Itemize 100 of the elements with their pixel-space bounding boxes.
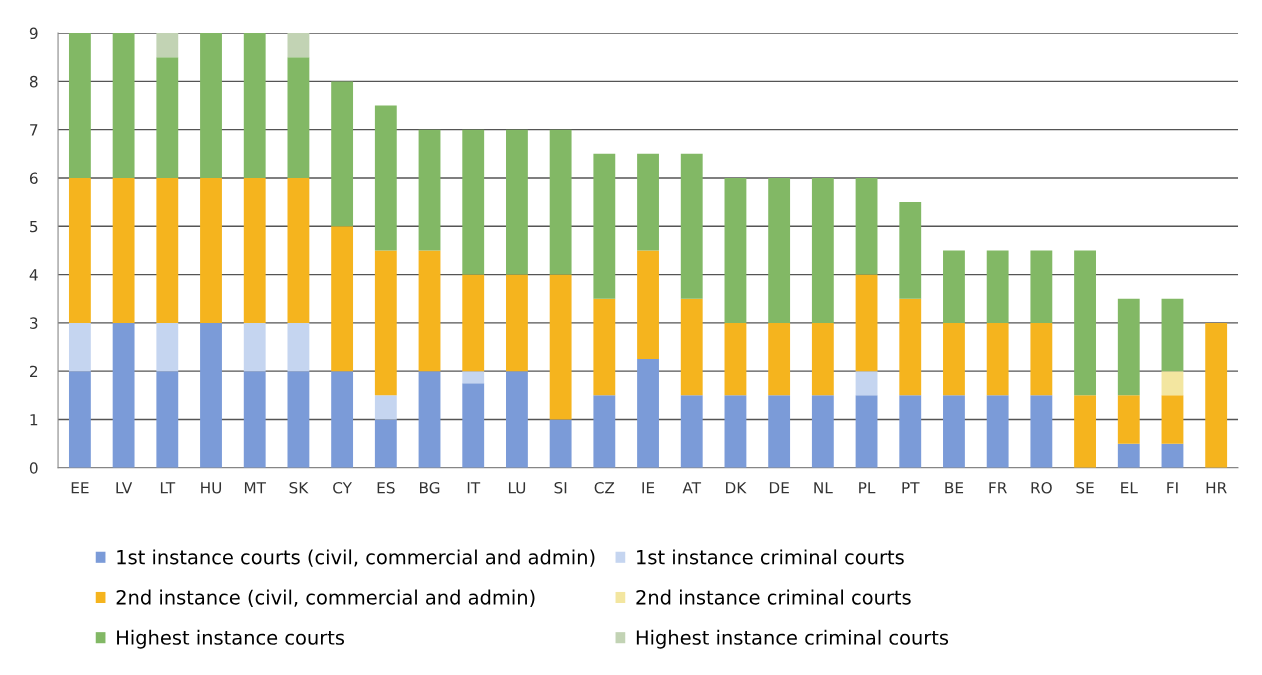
bar xyxy=(549,129,572,275)
bar xyxy=(986,395,1009,468)
x-tick-label: SE xyxy=(1076,481,1094,494)
bar xyxy=(943,322,965,396)
y-tick-label: 0 xyxy=(29,462,38,474)
y-tick-label: 2 xyxy=(30,365,38,377)
bar xyxy=(899,298,922,396)
bar xyxy=(1117,298,1140,396)
bar xyxy=(1074,395,1096,468)
bar xyxy=(374,395,397,420)
bar xyxy=(593,153,616,299)
bar xyxy=(200,177,222,323)
bar xyxy=(462,371,485,384)
bar xyxy=(331,226,354,372)
bar xyxy=(287,33,310,58)
bar xyxy=(112,33,135,178)
bar xyxy=(855,177,878,275)
legend-label: 1st instance criminal courts xyxy=(637,549,904,565)
x-tick-label: LT xyxy=(160,482,176,494)
bar xyxy=(943,250,965,323)
bar xyxy=(1117,395,1140,444)
y-tick-label: 7 xyxy=(30,124,38,136)
bar xyxy=(287,57,310,178)
x-tick-label: FI xyxy=(1167,482,1178,494)
x-tick-label: PT xyxy=(902,482,920,494)
x-tick-label: CY xyxy=(333,481,353,494)
bar xyxy=(768,177,791,323)
x-tick-label: CZ xyxy=(594,481,615,494)
y-tick-label: 4 xyxy=(29,269,38,281)
y-tick-label: 8 xyxy=(29,75,38,88)
bar xyxy=(462,383,485,468)
legend-label: Highest instance courts xyxy=(117,629,345,649)
y-tick-label: 1 xyxy=(30,414,38,426)
bar xyxy=(374,250,397,396)
bar xyxy=(768,322,791,396)
bar xyxy=(68,177,91,323)
bar xyxy=(331,371,354,468)
x-tick-label: AT xyxy=(682,482,702,494)
x-tick-label: BE xyxy=(945,482,964,494)
y-tick-label: 5 xyxy=(30,220,38,233)
x-tick-label: PL xyxy=(859,482,876,494)
bar xyxy=(680,298,703,396)
x-tick-label: HU xyxy=(201,482,222,494)
bar xyxy=(768,395,791,468)
bar xyxy=(1205,322,1228,468)
legend-label: 1st instance courts (civil, commercial and admin) xyxy=(117,549,595,567)
bar xyxy=(1117,443,1140,468)
bar xyxy=(243,177,266,323)
bar xyxy=(724,395,747,468)
bar xyxy=(1030,322,1053,396)
bar xyxy=(811,322,834,396)
bar xyxy=(243,322,266,372)
bar xyxy=(549,274,572,420)
bar xyxy=(899,395,922,468)
x-tick-label: EL xyxy=(1121,482,1138,494)
bar xyxy=(855,274,878,372)
bar xyxy=(724,322,747,396)
bar xyxy=(637,153,659,251)
bar xyxy=(68,33,91,178)
bar xyxy=(986,250,1009,323)
bar xyxy=(374,105,397,251)
bar xyxy=(68,322,91,372)
legend-label: Highest instance criminal courts xyxy=(636,629,949,649)
bar xyxy=(855,371,878,396)
bar xyxy=(418,250,441,372)
bar xyxy=(1161,395,1184,444)
x-tick-label: SK xyxy=(289,481,309,494)
x-tick-label: DE xyxy=(769,482,789,494)
x-tick-label: RO xyxy=(1031,481,1052,494)
bar xyxy=(287,322,310,372)
bar xyxy=(418,371,441,468)
x-tick-label: EE xyxy=(71,482,89,494)
bar xyxy=(287,177,310,323)
bar xyxy=(1030,395,1053,468)
bar xyxy=(1074,250,1096,396)
bar xyxy=(943,395,965,468)
bar xyxy=(112,177,135,323)
bar xyxy=(724,177,747,323)
bar xyxy=(593,298,616,396)
y-tick-label: 9 xyxy=(29,27,38,40)
bar xyxy=(331,81,354,227)
bar xyxy=(506,371,528,468)
bar xyxy=(855,395,878,468)
bar xyxy=(156,33,179,58)
bar xyxy=(156,177,179,323)
bar xyxy=(156,322,179,372)
bar xyxy=(243,33,266,178)
bar xyxy=(506,274,528,372)
x-tick-label: LU xyxy=(508,482,526,494)
x-tick-label: HR xyxy=(1206,482,1227,494)
y-tick-label: 3 xyxy=(30,317,38,329)
x-tick-label: IT xyxy=(467,482,481,494)
x-tick-label: SI xyxy=(554,481,567,494)
bar xyxy=(593,395,616,468)
x-tick-label: FR xyxy=(989,482,1007,494)
bar xyxy=(811,177,834,323)
x-tick-label: LV xyxy=(116,482,133,494)
y-tick-label: 6 xyxy=(29,172,38,184)
bar xyxy=(462,129,485,275)
x-tick-label: BG xyxy=(420,481,440,494)
